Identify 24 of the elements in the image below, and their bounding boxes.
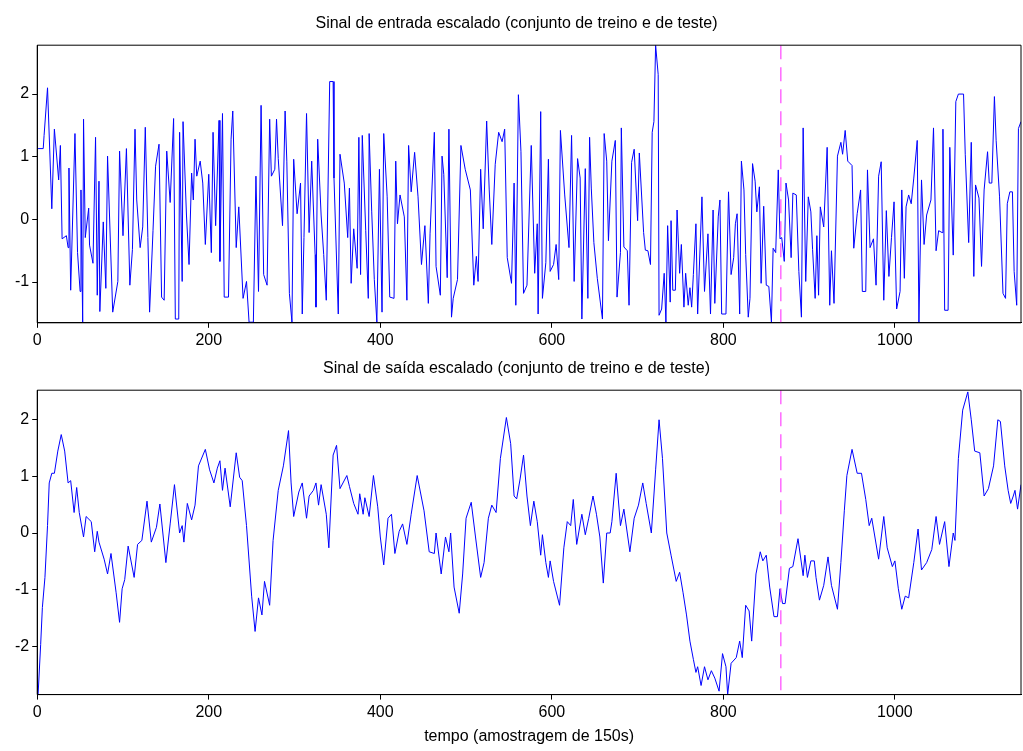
y-tick-label: -1 [14, 272, 30, 290]
x-tick-label: 400 [366, 330, 394, 348]
x-tick-label: 800 [710, 702, 737, 720]
y-tick-label: 2 [20, 409, 30, 427]
y-tick-label: 1 [20, 466, 30, 484]
y-tick-label: 1 [20, 147, 30, 165]
x-axis-title: tempo (amostragem de 150s) [424, 726, 635, 744]
chart-title: Sinal de saída escalado (conjunto de treino e de teste) [323, 359, 710, 377]
y-tick-label: 0 [20, 209, 30, 227]
y-tick-label: 0 [20, 523, 30, 541]
x-tick-label: 200 [195, 330, 223, 348]
x-tick-label: 600 [538, 330, 566, 348]
x-tick-label: 600 [538, 702, 566, 720]
x-tick-label: 200 [195, 702, 223, 720]
x-tick-label: 0 [32, 702, 42, 720]
x-tick-label: 1000 [877, 702, 913, 720]
y-tick-label: 2 [20, 84, 30, 102]
x-tick-label: 0 [32, 330, 42, 348]
x-tick-label: 1000 [877, 330, 913, 348]
x-tick-label: 400 [366, 702, 394, 720]
y-tick-label: -1 [14, 580, 30, 598]
x-tick-label: 800 [710, 330, 737, 348]
chart-title: Sinal de entrada escalado (conjunto de treino e de teste) [315, 14, 718, 32]
y-tick-label: -2 [14, 637, 30, 655]
